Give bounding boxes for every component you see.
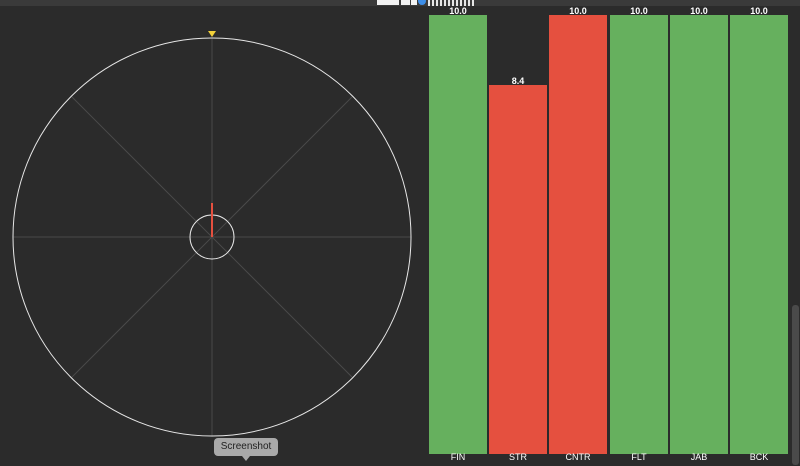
bar-flt [610, 15, 668, 454]
control-box-1[interactable] [377, 0, 399, 5]
bar-category-label: FLT [631, 452, 647, 462]
top-controls [377, 0, 477, 6]
radar-display [12, 31, 412, 437]
bar-value-label: 10.0 [449, 6, 467, 16]
slider-ticks [428, 0, 474, 6]
radar-outer-ring [12, 37, 412, 437]
bar-value-label: 8.4 [511, 76, 525, 86]
control-box-2[interactable] [401, 0, 410, 5]
bar-value-label: 10.0 [690, 6, 708, 16]
scrollbar[interactable] [792, 305, 799, 465]
bar-category-label: JAB [690, 452, 708, 462]
bar-bck [730, 15, 788, 454]
bar-category-label: BCK [749, 452, 769, 462]
slider-knob[interactable] [418, 0, 426, 5]
bar-jab [670, 15, 728, 454]
bar-str [489, 85, 547, 454]
control-box-3[interactable] [411, 0, 417, 5]
screenshot-tooltip: Screenshot [214, 438, 278, 461]
bar-category-label: FIN [450, 452, 466, 462]
top-toolbar [0, 0, 800, 6]
bar-category-label: STR [509, 452, 527, 462]
bar-category-label: CNTR [565, 452, 591, 462]
bar-value-label: 10.0 [569, 6, 587, 16]
bar-value-label: 10.0 [630, 6, 648, 16]
heading-marker-icon [208, 31, 216, 37]
bar-value-label: 10.0 [750, 6, 768, 16]
bar-cntr [549, 15, 607, 454]
bar-fin [429, 15, 487, 454]
